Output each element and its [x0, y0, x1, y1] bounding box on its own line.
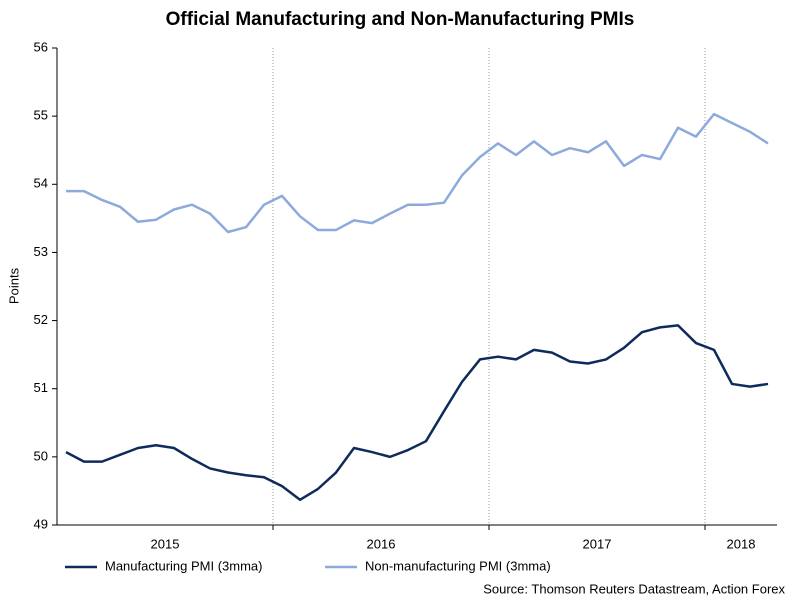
data-line [65, 324, 769, 502]
x-tick-label: 2015 [151, 536, 180, 551]
x-tick-label: 2016 [367, 536, 396, 551]
y-tick-label: 54 [34, 176, 48, 191]
source-note: Source: Thomson Reuters Datastream, Acti… [483, 581, 785, 596]
y-tick-label: 50 [34, 448, 48, 463]
y-tick-label: 51 [34, 380, 48, 395]
y-tick-label: 53 [34, 244, 48, 259]
y-axis-label: Points [6, 267, 21, 304]
data-line [66, 112, 769, 234]
y-tick-label: 52 [34, 312, 48, 327]
y-tick-label: 56 [34, 39, 48, 54]
y-tick-label: 49 [34, 516, 48, 531]
legend-label: Non-manufacturing PMI (3mma) [365, 558, 551, 573]
legend-label: Manufacturing PMI (3mma) [105, 558, 263, 573]
x-tick-label: 2018 [727, 536, 756, 551]
y-tick-label: 55 [34, 108, 48, 123]
chart-title: Official Manufacturing and Non-Manufactu… [166, 9, 635, 30]
x-tick-label: 2017 [583, 536, 612, 551]
